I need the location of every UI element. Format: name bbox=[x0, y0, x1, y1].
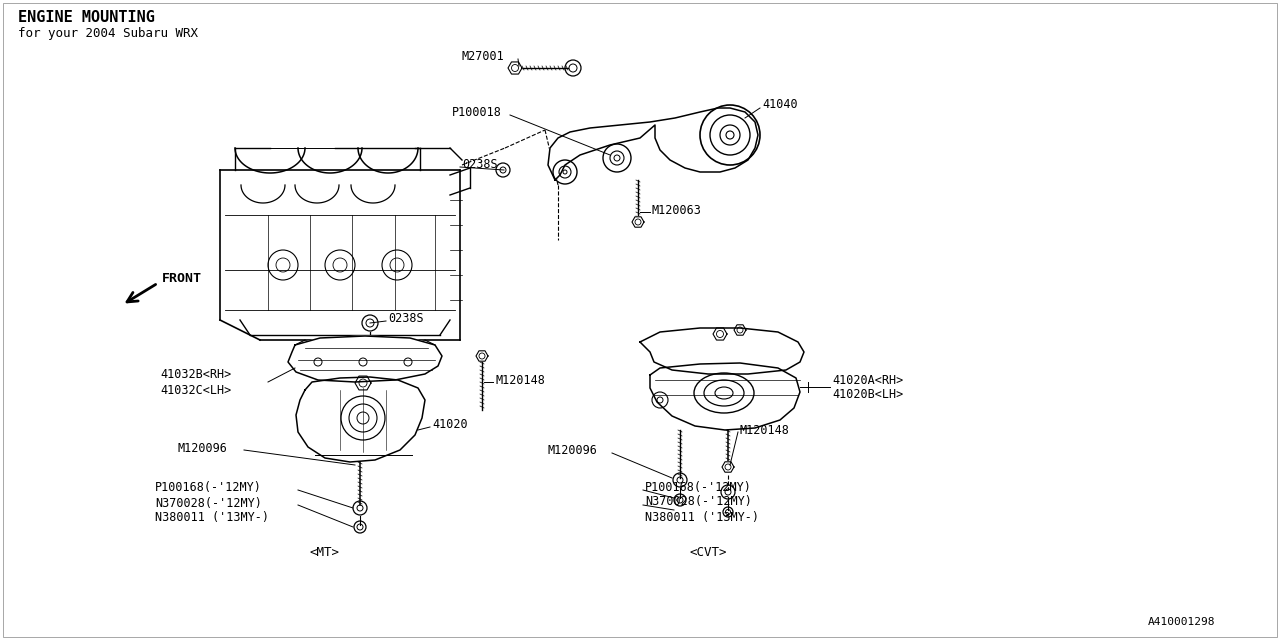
Text: 41020A<RH>: 41020A<RH> bbox=[832, 374, 904, 387]
Text: M120148: M120148 bbox=[495, 374, 545, 387]
Text: N370028(-'12MY): N370028(-'12MY) bbox=[645, 495, 751, 509]
Polygon shape bbox=[722, 462, 733, 472]
Text: N370028(-'12MY): N370028(-'12MY) bbox=[155, 497, 262, 509]
Text: 41020: 41020 bbox=[433, 419, 467, 431]
Text: 41040: 41040 bbox=[762, 99, 797, 111]
Polygon shape bbox=[548, 108, 758, 180]
Polygon shape bbox=[355, 376, 371, 390]
Polygon shape bbox=[733, 325, 746, 335]
Text: M120063: M120063 bbox=[652, 204, 701, 216]
Text: P100168(-'12MY): P100168(-'12MY) bbox=[155, 481, 262, 495]
Polygon shape bbox=[632, 217, 644, 227]
Text: 41020B<LH>: 41020B<LH> bbox=[832, 388, 904, 401]
Text: 41032C<LH>: 41032C<LH> bbox=[160, 383, 232, 397]
Text: M27001: M27001 bbox=[462, 51, 504, 63]
Text: N380011 ('13MY-): N380011 ('13MY-) bbox=[155, 511, 269, 525]
Text: ENGINE MOUNTING: ENGINE MOUNTING bbox=[18, 10, 155, 26]
Text: for your 2004 Subaru WRX: for your 2004 Subaru WRX bbox=[18, 26, 198, 40]
Text: M120148: M120148 bbox=[740, 424, 790, 436]
Text: <CVT>: <CVT> bbox=[690, 545, 727, 559]
Text: A410001298: A410001298 bbox=[1148, 617, 1216, 627]
Polygon shape bbox=[288, 336, 442, 382]
Polygon shape bbox=[650, 363, 800, 430]
Text: M120096: M120096 bbox=[178, 442, 228, 454]
Text: N380011 ('13MY-): N380011 ('13MY-) bbox=[645, 511, 759, 524]
Polygon shape bbox=[713, 328, 727, 340]
Text: <MT>: <MT> bbox=[310, 545, 340, 559]
Text: 41032B<RH>: 41032B<RH> bbox=[160, 369, 232, 381]
Text: 0238S: 0238S bbox=[462, 159, 498, 172]
Text: 0238S: 0238S bbox=[388, 312, 424, 324]
Polygon shape bbox=[508, 62, 522, 74]
Polygon shape bbox=[476, 351, 488, 361]
Text: P100018: P100018 bbox=[452, 106, 502, 118]
Text: M120096: M120096 bbox=[548, 444, 598, 456]
Polygon shape bbox=[296, 377, 425, 462]
Text: FRONT: FRONT bbox=[163, 271, 202, 285]
Polygon shape bbox=[640, 328, 804, 374]
Text: P100168(-'12MY): P100168(-'12MY) bbox=[645, 481, 751, 493]
